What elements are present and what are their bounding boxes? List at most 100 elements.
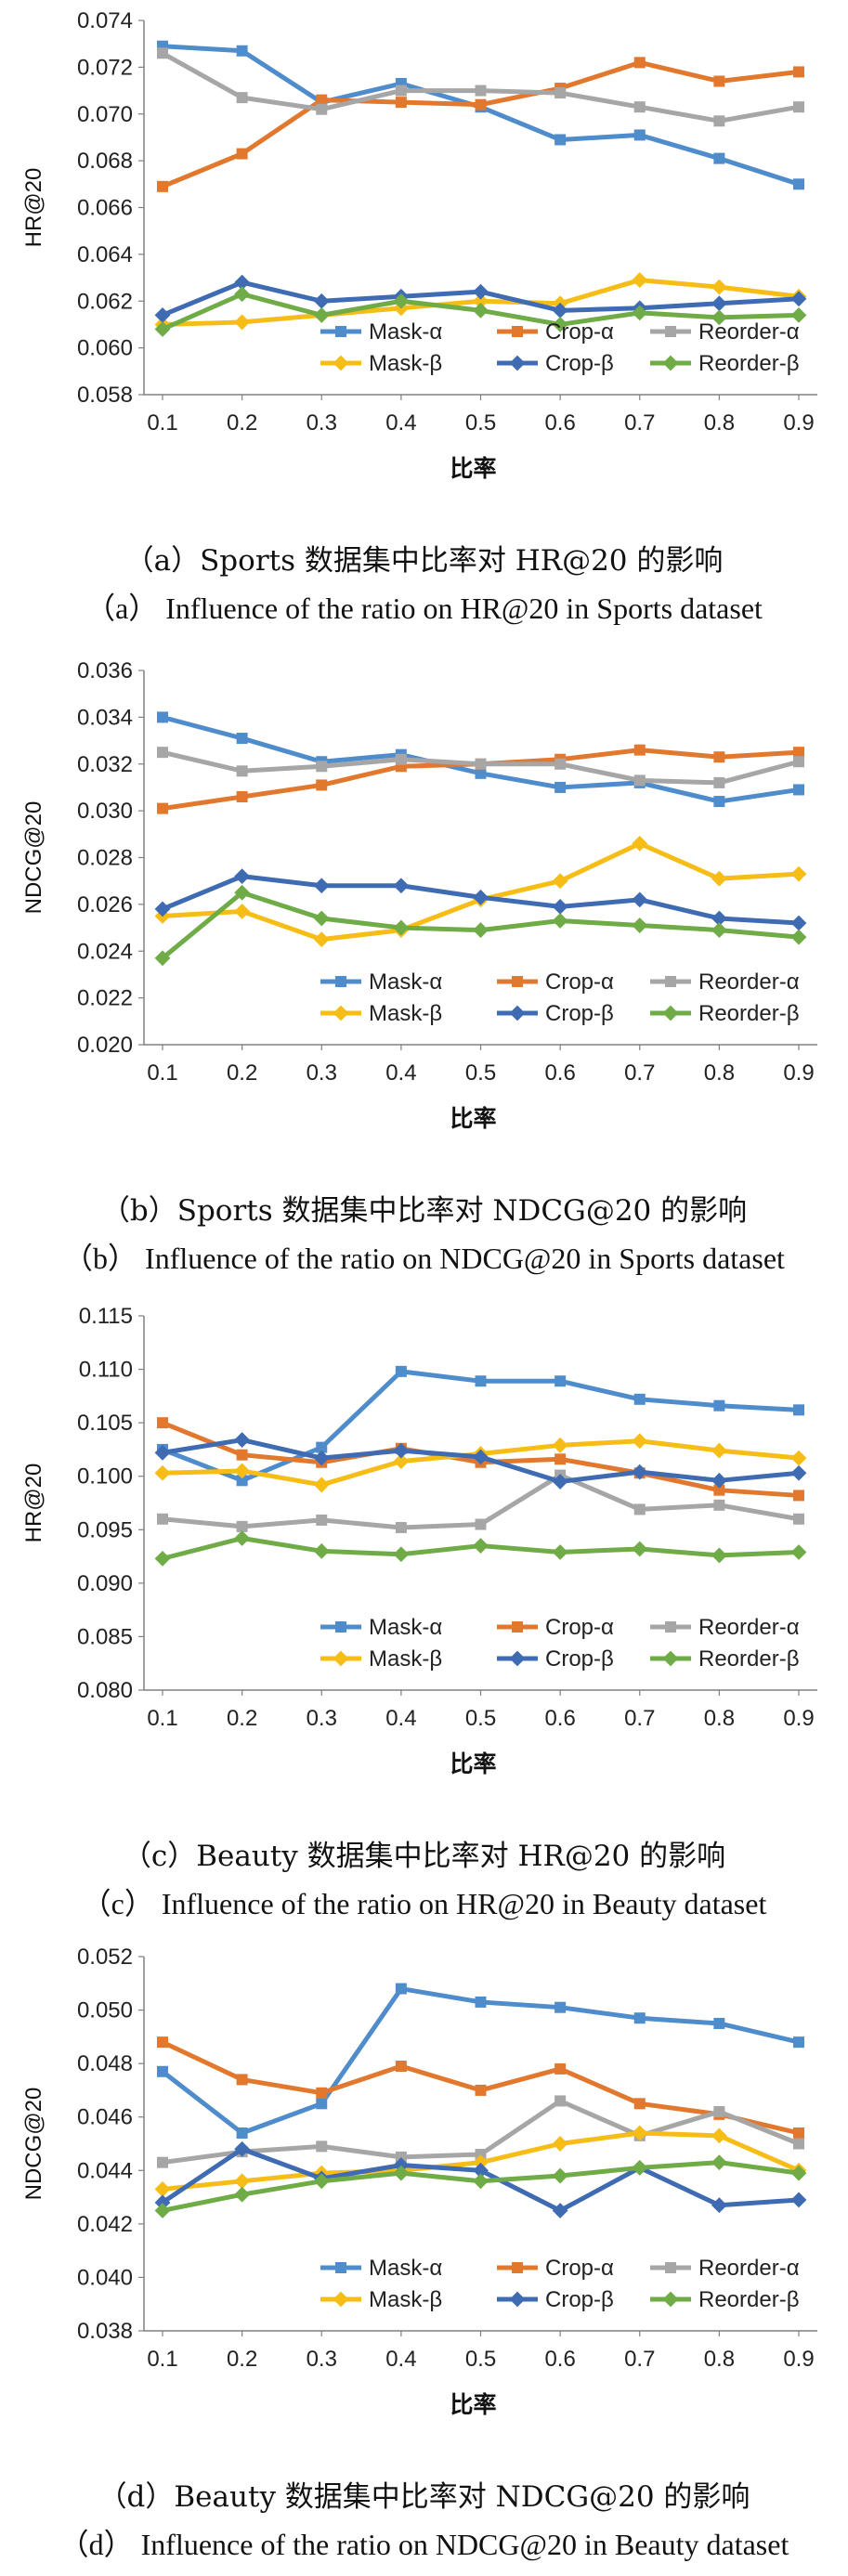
legend-item: Mask-β [320,1646,442,1672]
y-tick-label: 0.115 [79,1304,133,1329]
data-point [554,781,567,793]
data-point [473,1538,489,1554]
data-point [313,910,330,927]
data-point [234,274,251,291]
x-tick-label: 0.4 [385,410,416,436]
x-tick-label: 0.9 [783,2347,814,2372]
series-crop [157,744,804,814]
x-tick-label: 0.6 [544,1060,575,1086]
legend-swatch-marker [662,2291,679,2308]
x-tick-label: 0.2 [227,410,257,436]
data-point [236,92,248,104]
data-point [633,1503,646,1516]
legend-label: Crop-α [545,1615,614,1640]
data-point [234,884,251,901]
data-point [790,929,807,945]
data-point [554,1453,567,1465]
data-point [313,1450,330,1466]
x-tick-label: 0.3 [307,410,337,436]
data-point [632,917,648,933]
data-point [154,2194,171,2211]
legend-label: Reorder-α [698,2256,800,2281]
data-point [395,2151,407,2163]
data-point [552,302,568,319]
legend-swatch-marker [333,1005,349,1021]
data-point [713,796,725,808]
y-tick-label: 0.032 [77,752,133,777]
data-point [154,2203,171,2218]
caption-cn-c: （c）Beauty 数据集中比率对 HR@20 的影响 [122,1840,726,1873]
data-point [711,295,727,312]
legend-swatch-marker [665,976,676,987]
series-line [160,44,802,187]
data-point [395,1983,407,1995]
y-tick-label: 0.048 [77,2051,133,2076]
legend-swatch-marker [662,1650,679,1667]
data-point [393,919,410,936]
data-point [236,733,248,745]
data-point [554,758,567,770]
legend-swatch-marker [509,1005,526,1021]
data-point [632,305,648,321]
legend-label: Crop-α [545,319,614,345]
data-point [313,306,330,323]
y-tick-label: 0.066 [77,196,133,221]
data-point [395,753,407,765]
data-point [633,2098,646,2110]
legend-item: Reorder-β [650,1001,800,1026]
x-tick-label: 0.4 [385,1060,416,1086]
chart-panel-d: 0.038 0.040 0.042 0.044 0.046 0.048 0.050 0.052… [0,1936,848,2576]
legend-label: Mask-β [369,351,442,376]
legend-label: Mask-α [369,1615,442,1640]
y-tick-label: 0.038 [77,2319,133,2344]
legend-swatch-marker [335,1621,346,1633]
line-chart-b: 0.020 0.022 0.024 0.026 0.028 0.030 0.032 0.034… [21,658,817,1132]
data-point [157,802,168,814]
chart-panel-a: 0.058 0.060 0.062 0.064 0.066 0.068 0.070 0.072… [0,0,848,641]
series-reorder [157,747,804,788]
data-point [711,1442,727,1459]
legend-item: Mask-α [320,2256,442,2281]
data-point [157,1513,168,1525]
x-tick-label: 0.7 [624,1060,655,1086]
legend-label: Reorder-α [698,1615,800,1640]
caption-en-b: （b） Influence of the ratio on NDCG@20 in… [63,1242,785,1275]
y-axis-title: NDCG@20 [21,801,46,915]
chart-panel-b: 0.020 0.022 0.024 0.026 0.028 0.030 0.032 0.034… [0,650,848,1291]
y-tick-label: 0.052 [77,1945,133,1970]
y-tick-label: 0.095 [77,1517,133,1542]
legend-item: Reorder-β [650,2287,800,2312]
data-point [713,1484,725,1496]
data-point [711,2154,727,2171]
data-point [711,279,727,295]
data-point [234,2186,251,2203]
data-point [393,1546,410,1563]
data-point [790,2165,807,2181]
caption-en-a: （a） Influence of the ratio on HR@20 in S… [85,592,763,625]
data-point [632,1433,648,1450]
legend-item: Reorder-α [650,2256,800,2281]
data-point [395,2061,407,2073]
data-point [473,283,489,300]
legend-swatch-marker [665,1621,676,1633]
data-point [552,1544,568,1560]
legend-label: Reorder-β [698,1646,800,1672]
series-reorder [157,47,804,127]
legend-item: Reorder-β [650,1646,800,1672]
x-tick-label: 0.2 [227,2347,257,2372]
x-tick-label: 0.7 [624,410,655,436]
data-point [154,2181,171,2197]
y-tick-label: 0.050 [77,1998,133,2023]
legend-item: Crop-α [497,1615,614,1640]
data-point [711,2127,727,2144]
y-tick-label: 0.105 [77,1411,133,1436]
data-point [713,2105,725,2117]
data-point [713,115,725,127]
data-point [475,2084,487,2096]
data-point [475,85,487,97]
x-tick-label: 0.8 [704,1060,735,1086]
data-point [316,94,328,106]
legend-swatch-marker [665,2262,676,2273]
data-point [554,2001,567,2013]
data-point [713,1399,725,1412]
